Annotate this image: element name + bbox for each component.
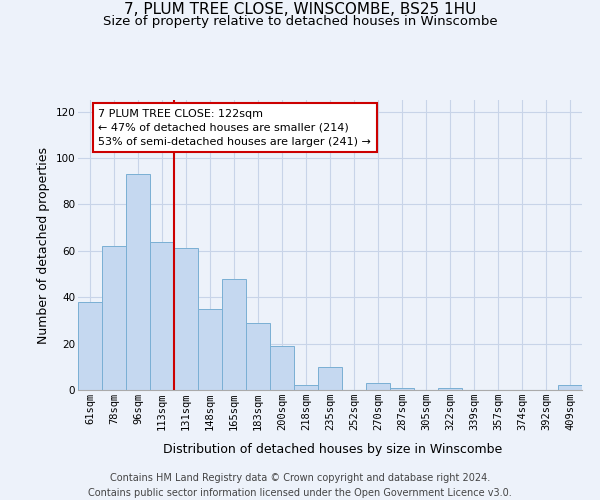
Bar [222, 278, 246, 390]
Y-axis label: Number of detached properties: Number of detached properties [37, 146, 50, 344]
Text: 7 PLUM TREE CLOSE: 122sqm
← 47% of detached houses are smaller (214)
53% of semi: 7 PLUM TREE CLOSE: 122sqm ← 47% of detac… [98, 108, 371, 146]
Bar [150, 242, 174, 390]
Bar [270, 346, 294, 390]
Bar [318, 367, 342, 390]
Bar [198, 309, 222, 390]
Bar [390, 388, 414, 390]
Bar [294, 386, 318, 390]
Text: Contains HM Land Registry data © Crown copyright and database right 2024.
Contai: Contains HM Land Registry data © Crown c… [88, 472, 512, 498]
Bar [246, 322, 270, 390]
Bar [78, 302, 102, 390]
Bar [102, 246, 126, 390]
Bar [438, 388, 462, 390]
Text: 7, PLUM TREE CLOSE, WINSCOMBE, BS25 1HU: 7, PLUM TREE CLOSE, WINSCOMBE, BS25 1HU [124, 2, 476, 18]
Bar [558, 386, 582, 390]
Text: Size of property relative to detached houses in Winscombe: Size of property relative to detached ho… [103, 15, 497, 28]
Bar [174, 248, 198, 390]
Text: Distribution of detached houses by size in Winscombe: Distribution of detached houses by size … [163, 442, 503, 456]
Bar [126, 174, 150, 390]
Bar [366, 383, 390, 390]
